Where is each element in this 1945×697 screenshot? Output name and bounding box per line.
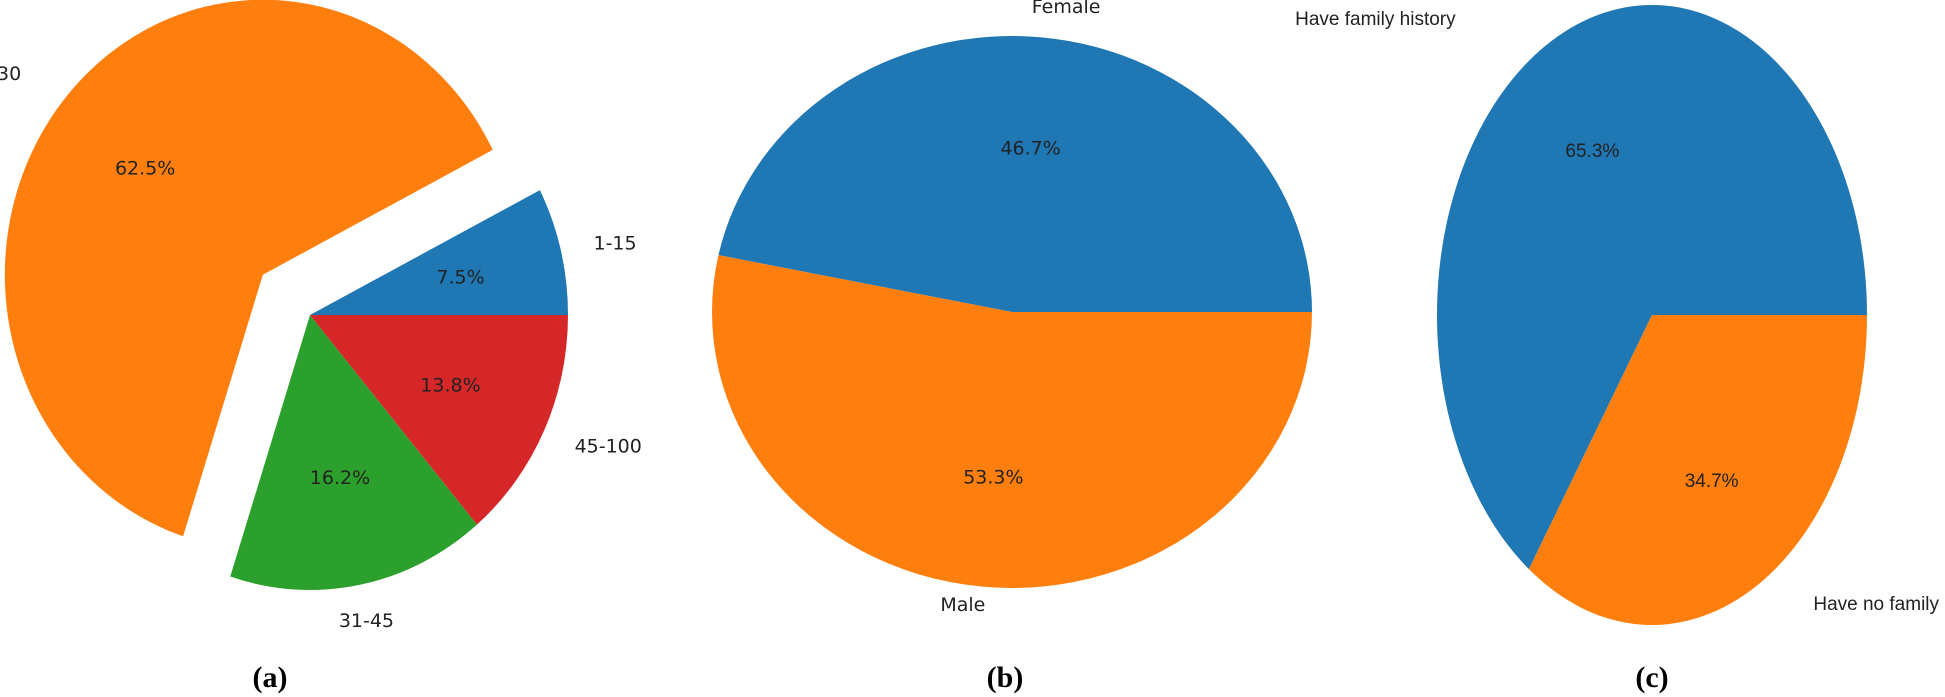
pie-slice-1-15 xyxy=(310,190,568,315)
pie-category-label-male: Male xyxy=(940,594,985,616)
pie-category-label-31-45: 31-45 xyxy=(339,610,394,632)
pie-pct-label-45-100: 13.8% xyxy=(420,374,480,396)
pie-pct-label-male: 53.3% xyxy=(963,467,1023,489)
pie-chart-b: 46.7% Female 53.3% Male xyxy=(712,0,1312,616)
pie-category-label-16-30: 16-30 xyxy=(0,63,21,85)
pie-slice-have-family-history xyxy=(1437,4,1867,570)
pie-pct-label-female: 46.7% xyxy=(1000,137,1060,159)
pie-pct-label-have-family-history: 65.3% xyxy=(1565,141,1619,162)
caption-a: (a) xyxy=(253,661,288,694)
pie-slice-31-45 xyxy=(230,315,477,590)
pie-category-label-1-15: 1-15 xyxy=(593,232,636,254)
pie-category-label-female: Female xyxy=(1032,0,1101,18)
pie-slice-male xyxy=(712,255,1312,589)
pie-category-label-45-100: 45-100 xyxy=(575,436,642,458)
pie-pct-label-16-30: 62.5% xyxy=(115,158,175,180)
caption-c: (c) xyxy=(1635,661,1668,694)
pie-pct-label-1-15: 7.5% xyxy=(436,266,484,288)
pie-slice-16-30 xyxy=(4,0,493,537)
pie-pct-label-31-45: 16.2% xyxy=(310,467,370,489)
pie-chart-c: 65.3% Have family history 34.7% Have no fam… xyxy=(1295,4,1945,625)
caption-b: (b) xyxy=(987,661,1024,694)
pie-category-label-have-no-family-history: Have no family history xyxy=(1813,594,1945,615)
pie-slice-have-no-family-history xyxy=(1528,315,1867,625)
pie-slice-45-100 xyxy=(310,315,568,525)
pie-chart-a: 7.5% 1-15 62.5% 16-30 16.2% 31-45 13.8% 45-100 xyxy=(0,0,642,632)
pie-pct-label-have-no-family-history: 34.7% xyxy=(1685,471,1739,492)
pie-slice-female xyxy=(718,36,1312,312)
pie-category-label-have-family-history: Have family history xyxy=(1295,9,1456,30)
